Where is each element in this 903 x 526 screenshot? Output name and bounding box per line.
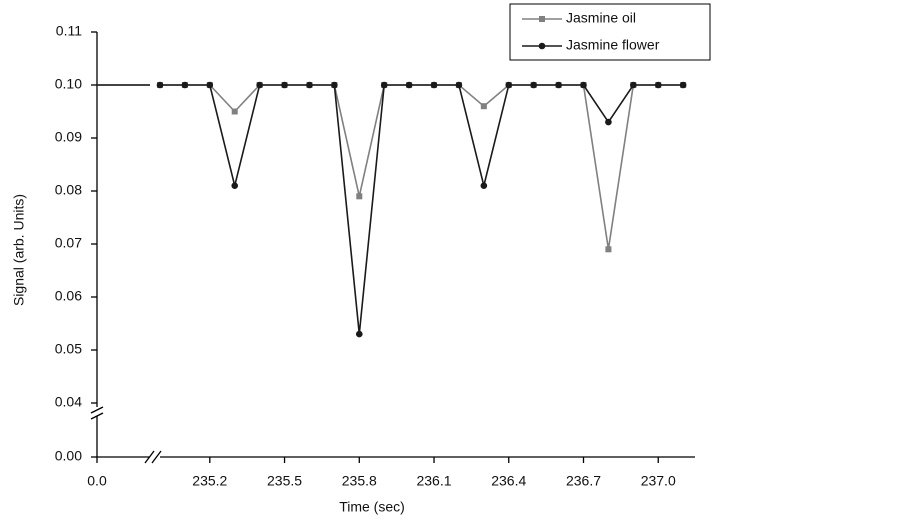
- x-axis-title: Time (sec): [339, 499, 405, 515]
- marker: [679, 81, 687, 89]
- legend-label: Jasmine flower: [566, 37, 660, 53]
- legend-marker: [539, 16, 545, 22]
- y-tick-label: 0.05: [55, 341, 82, 357]
- x-tick-label: 235.5: [267, 473, 302, 489]
- marker: [530, 81, 537, 89]
- y-tick-label: 0.11: [56, 23, 82, 39]
- marker: [605, 118, 612, 126]
- axis-break: [90, 406, 104, 420]
- y-tick-label: 0.04: [55, 394, 82, 410]
- x-tick-label: 237.0: [641, 473, 676, 489]
- marker: [580, 81, 587, 89]
- y-tick-label: 0.06: [55, 288, 82, 304]
- x-tick-label: 235.2: [192, 473, 227, 489]
- y-tick-label: 0.09: [55, 129, 82, 145]
- marker: [281, 81, 288, 89]
- marker: [630, 81, 637, 89]
- x-tick-label: 0.0: [87, 473, 107, 489]
- marker: [256, 81, 263, 89]
- legend-box: [509, 3, 711, 61]
- x-tick-label: 236.1: [416, 473, 451, 489]
- legend-label: Jasmine oil: [566, 10, 636, 26]
- marker: [405, 81, 413, 89]
- marker: [654, 81, 662, 89]
- legend: Jasmine oil Jasmine flower: [509, 3, 711, 61]
- marker: [505, 81, 513, 89]
- legend-marker: [538, 42, 546, 50]
- marker: [380, 81, 388, 89]
- marker: [306, 81, 313, 89]
- x-tick-label: 235.8: [342, 473, 377, 489]
- series-line: [159, 84, 684, 335]
- y-tick-label: 0.08: [55, 182, 82, 198]
- marker: [455, 81, 463, 89]
- marker: [555, 81, 562, 89]
- x-tick-label: 236.4: [491, 473, 526, 489]
- marker: [181, 81, 189, 89]
- marker: [206, 81, 214, 89]
- series-line: [159, 84, 684, 250]
- axis-break: [144, 450, 162, 464]
- marker: [430, 81, 438, 89]
- y-tick-label: 0.10: [55, 76, 82, 92]
- y-tick-label: 0.07: [55, 235, 82, 251]
- x-tick-label: 236.7: [566, 473, 601, 489]
- marker: [231, 182, 239, 189]
- marker: [231, 108, 238, 115]
- marker: [480, 103, 487, 110]
- marker: [356, 193, 363, 200]
- marker: [331, 81, 338, 89]
- marker: [156, 81, 164, 89]
- y-tick-label: 0.00: [55, 448, 82, 464]
- marker: [605, 246, 612, 253]
- marker: [480, 182, 488, 189]
- marker: [355, 330, 363, 338]
- y-axis-title: Signal (arb. Units): [11, 194, 27, 306]
